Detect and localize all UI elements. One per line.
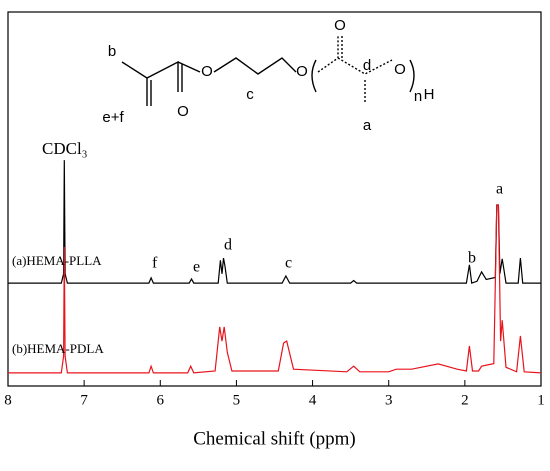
peak-label: e <box>193 259 200 276</box>
bonds <box>121 57 297 106</box>
x-tick-label: 5 <box>233 392 241 408</box>
plot-frame <box>7 11 542 387</box>
series-label: (b)HEMA-PDLA <box>12 341 104 356</box>
series-label: (a)HEMA-PLLA <box>12 253 102 268</box>
x-tick-label: 2 <box>461 392 469 408</box>
structure-label: O <box>177 103 189 120</box>
structure-label: n <box>414 88 422 105</box>
x-tick-label: 6 <box>157 392 165 408</box>
structure-label: a <box>363 117 372 134</box>
x-tick-label: 4 <box>309 392 317 408</box>
structure-label: O <box>394 61 406 78</box>
structure-label: d <box>363 57 371 74</box>
peak-label: f <box>152 255 158 272</box>
spectrum-line <box>8 160 541 284</box>
peak-label: a <box>496 181 503 198</box>
x-axis-label: Chemical shift (ppm) <box>193 428 356 449</box>
structure-label: O <box>201 63 213 80</box>
x-tick-label: 8 <box>4 392 12 408</box>
x-tick-label: 7 <box>80 392 88 408</box>
structure-label: b <box>108 43 116 60</box>
structure-label: H <box>424 86 435 103</box>
repeat-unit <box>317 36 393 102</box>
peak-label: CDCl₃ <box>42 139 88 158</box>
peak-label: d <box>224 237 232 254</box>
structure: b e+f O Oc O Od a On H <box>102 17 434 134</box>
structure-label: e+f <box>102 109 124 126</box>
structure-label: O <box>296 63 308 80</box>
peak-label: c <box>285 255 292 272</box>
brackets <box>311 59 415 93</box>
x-tick-label: 1 <box>537 392 545 408</box>
structure-label: c <box>246 86 254 103</box>
spectrum-line <box>8 204 542 374</box>
x-tick-label: 3 <box>385 392 393 408</box>
structure-label: O <box>334 17 346 34</box>
peak-label: b <box>468 250 476 267</box>
